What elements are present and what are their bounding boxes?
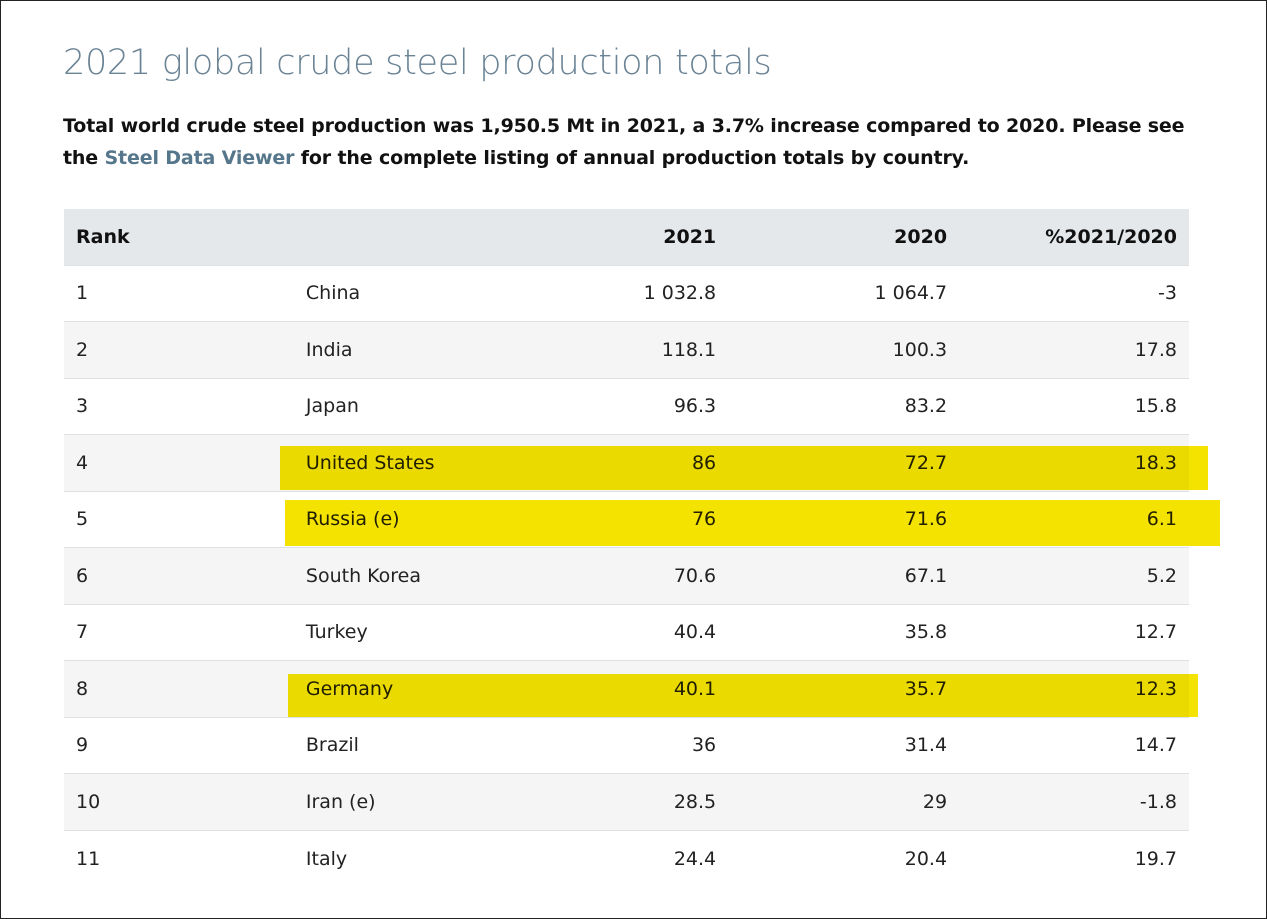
cell-percent-change: -1.8 [959, 773, 1189, 830]
cell-2021: 86 [498, 434, 729, 491]
cell-percent-change: 14.7 [959, 716, 1189, 774]
cell-rank: 8 [64, 660, 294, 717]
cell-percent-change: -3 [959, 264, 1189, 322]
table-row: 11 Italy 24.4 20.4 19.7 [64, 829, 1189, 887]
cell-rank: 3 [64, 377, 294, 435]
cell-rank: 4 [64, 434, 294, 491]
cell-2020: 20.4 [728, 829, 960, 887]
cell-country: Turkey [293, 603, 499, 661]
header-2020: 2020 [728, 209, 960, 265]
cell-percent-change: 12.7 [959, 603, 1189, 661]
header-2021: 2021 [498, 209, 729, 265]
cell-2021: 1 032.8 [498, 264, 729, 322]
table-row-highlighted: 8 Germany 40.1 35.7 12.3 [64, 660, 1189, 717]
table-row: 10 Iran (e) 28.5 29 -1.8 [64, 773, 1189, 830]
cell-percent-change: 15.8 [959, 377, 1189, 435]
cell-2021: 96.3 [498, 377, 729, 435]
cell-percent-change: 5.2 [959, 547, 1189, 604]
intro-paragraph: Total world crude steel production was 1… [63, 110, 1203, 174]
cell-percent-change: 19.7 [959, 829, 1189, 887]
table-row: 2 India 118.1 100.3 17.8 [64, 321, 1189, 378]
cell-2020: 1 064.7 [728, 264, 960, 322]
cell-percent-change: 17.8 [959, 321, 1189, 378]
cell-country: India [293, 321, 499, 378]
header-country [293, 209, 499, 265]
cell-2021: 70.6 [498, 547, 729, 604]
cell-2020: 35.8 [728, 603, 960, 661]
cell-rank: 11 [64, 829, 294, 887]
cell-2021: 40.4 [498, 603, 729, 661]
intro-text-start: Total world crude steel production was 1… [63, 115, 1185, 169]
cell-rank: 1 [64, 264, 294, 322]
steel-data-viewer-link[interactable]: Steel Data Viewer [104, 147, 295, 169]
table-row: 3 Japan 96.3 83.2 15.8 [64, 377, 1189, 435]
cell-country: Italy [293, 829, 499, 887]
cell-rank: 9 [64, 716, 294, 774]
cell-2020: 29 [728, 773, 960, 830]
cell-2020: 71.6 [728, 490, 960, 548]
cell-2021: 28.5 [498, 773, 729, 830]
cell-country: China [293, 264, 499, 322]
cell-2021: 118.1 [498, 321, 729, 378]
cell-2020: 35.7 [728, 660, 960, 717]
cell-country: Russia (e) [293, 490, 499, 548]
cell-percent-change: 18.3 [959, 434, 1189, 491]
table-row-highlighted: 4 United States 86 72.7 18.3 [64, 434, 1189, 491]
cell-2020: 100.3 [728, 321, 960, 378]
table-row: 9 Brazil 36 31.4 14.7 [64, 716, 1189, 774]
cell-2020: 72.7 [728, 434, 960, 491]
table-body: 1 China 1 032.8 1 064.7 -3 2 India 118.1… [64, 264, 1189, 887]
cell-rank: 6 [64, 547, 294, 604]
cell-country: Germany [293, 660, 499, 717]
cell-2021: 24.4 [498, 829, 729, 887]
cell-country: Japan [293, 377, 499, 435]
table-header-row: Rank 2021 2020 %2021/2020 [64, 209, 1189, 265]
cell-2020: 67.1 [728, 547, 960, 604]
cell-rank: 2 [64, 321, 294, 378]
page-title: 2021 global crude steel production total… [63, 43, 772, 83]
cell-2021: 40.1 [498, 660, 729, 717]
cell-country: United States [293, 434, 499, 491]
table-row: 1 China 1 032.8 1 064.7 -3 [64, 264, 1189, 322]
header-rank: Rank [64, 209, 294, 265]
table-row-highlighted: 5 Russia (e) 76 71.6 6.1 [64, 490, 1189, 548]
cell-country: Iran (e) [293, 773, 499, 830]
cell-2020: 31.4 [728, 716, 960, 774]
cell-country: Brazil [293, 716, 499, 774]
cell-rank: 10 [64, 773, 294, 830]
cell-2021: 76 [498, 490, 729, 548]
table-row: 7 Turkey 40.4 35.8 12.7 [64, 603, 1189, 661]
steel-production-table: Rank 2021 2020 %2021/2020 1 China 1 032.… [64, 209, 1189, 887]
cell-country: South Korea [293, 547, 499, 604]
cell-2020: 83.2 [728, 377, 960, 435]
header-percent-change: %2021/2020 [959, 209, 1189, 265]
cell-percent-change: 6.1 [959, 490, 1189, 548]
cell-rank: 7 [64, 603, 294, 661]
intro-text-end: for the complete listing of annual produ… [294, 147, 970, 169]
table-row: 6 South Korea 70.6 67.1 5.2 [64, 547, 1189, 604]
cell-2021: 36 [498, 716, 729, 774]
cell-percent-change: 12.3 [959, 660, 1189, 717]
cell-rank: 5 [64, 490, 294, 548]
